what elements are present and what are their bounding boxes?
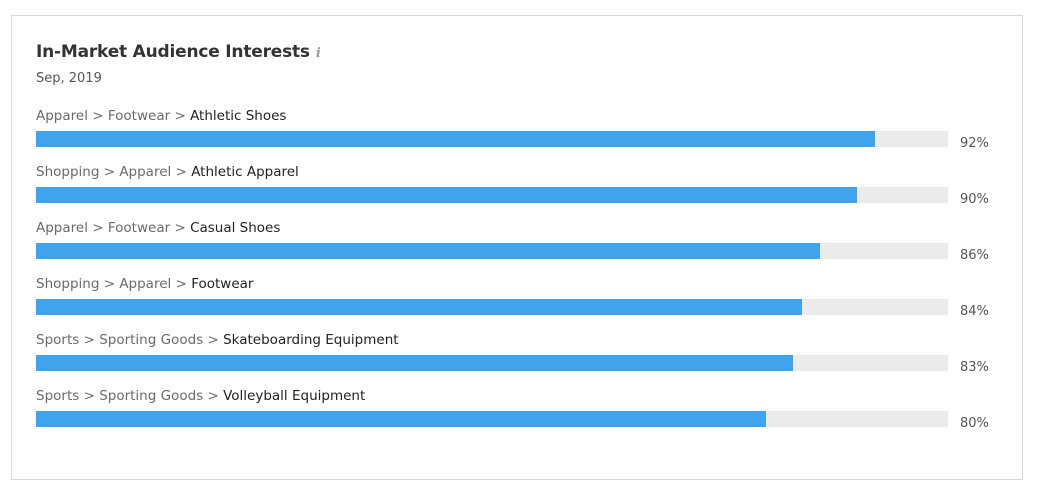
percent-label: 83% [960,360,989,375]
breadcrumb-separator: > [171,276,192,292]
breadcrumb-separator: > [79,388,100,404]
interest-row: Apparel > Footwear > Casual Shoes 86% [36,220,1006,276]
interest-row: Sports > Sporting Goods > Volleyball Equ… [36,388,1006,444]
bar-fill [36,355,793,371]
breadcrumb-separator: > [79,332,100,348]
interest-label: Shopping > Apparel > Footwear [36,276,253,293]
breadcrumb-separator: > [170,220,191,236]
category-crumb: Sports [36,388,80,404]
bar-fill [36,243,821,259]
bar-track [36,411,948,427]
period-label: Sep, 2019 [36,71,102,86]
interest-row: Apparel > Footwear > Athletic Shoes 92% [36,108,1006,164]
bar-track [36,355,948,371]
breadcrumb-separator: > [87,220,108,236]
category-crumb: Sporting Goods [99,332,204,348]
breadcrumb-separator: > [87,108,108,124]
info-icon[interactable]: i [315,46,321,61]
interest-label: Sports > Sporting Goods > Skateboarding … [36,332,399,349]
card-header: In-Market Audience Interests i [36,42,321,62]
category-leaf: Athletic Shoes [190,108,287,124]
bar-track [36,131,948,147]
breadcrumb-separator: > [170,108,191,124]
category-leaf: Casual Shoes [190,220,281,236]
bar-track [36,187,948,203]
percent-label: 90% [960,192,989,207]
category-crumb: Sports [36,332,80,348]
interest-bar-chart: Apparel > Footwear > Athletic Shoes 92% Sh… [36,108,1006,444]
interest-row: Sports > Sporting Goods > Skateboarding … [36,332,1006,388]
interest-label: Apparel > Footwear > Casual Shoes [36,220,280,237]
breadcrumb-separator: > [203,388,224,404]
card-title: In-Market Audience Interests [36,42,310,62]
bar-track [36,299,948,315]
bar-fill [36,299,803,315]
category-crumb: Apparel [119,164,172,180]
interest-label: Apparel > Footwear > Athletic Shoes [36,108,286,125]
category-crumb: Shopping [36,276,100,292]
percent-label: 86% [960,248,989,263]
breadcrumb-separator: > [99,164,120,180]
category-crumb: Apparel [119,276,172,292]
audience-interests-card: In-Market Audience Interests i Sep, 2019… [11,15,1023,480]
percent-label: 92% [960,136,989,151]
bar-track [36,243,948,259]
category-crumb: Apparel [36,108,88,124]
breadcrumb-separator: > [203,332,224,348]
interest-row: Shopping > Apparel > Footwear 84% [36,276,1006,332]
category-crumb: Footwear [107,108,171,124]
interest-row: Shopping > Apparel > Athletic Apparel 90% [36,164,1006,220]
category-crumb: Sporting Goods [99,388,204,404]
category-crumb: Footwear [107,220,171,236]
category-leaf: Skateboarding Equipment [223,332,399,348]
interest-label: Sports > Sporting Goods > Volleyball Equ… [36,388,365,405]
bar-fill [36,187,857,203]
percent-label: 84% [960,304,989,319]
interest-label: Shopping > Apparel > Athletic Apparel [36,164,299,181]
category-crumb: Apparel [36,220,88,236]
percent-label: 80% [960,416,989,431]
bar-fill [36,131,876,147]
category-leaf: Volleyball Equipment [223,388,366,404]
breadcrumb-separator: > [171,164,192,180]
category-crumb: Shopping [36,164,100,180]
bar-fill [36,411,766,427]
breadcrumb-separator: > [99,276,120,292]
category-leaf: Athletic Apparel [191,164,299,180]
category-leaf: Footwear [191,276,254,292]
